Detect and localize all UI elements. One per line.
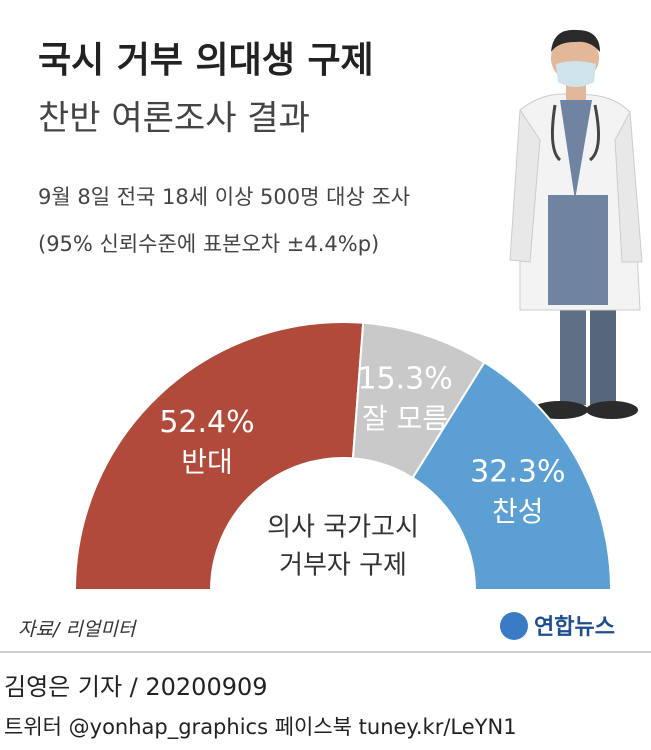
category-label: 찬성 bbox=[492, 495, 544, 528]
center-label: 의사 국가고시 bbox=[267, 513, 419, 543]
value-label: 15.3% bbox=[357, 361, 452, 396]
center-label: 거부자 구제 bbox=[279, 551, 407, 581]
note: (95% 신뢰수준에 표본오차 ±4.4%p) bbox=[38, 232, 379, 256]
logo: 연합뉴스 bbox=[534, 614, 615, 640]
byline: 김영은 기자 / 20200909 bbox=[4, 673, 268, 701]
logo-icon bbox=[500, 612, 528, 640]
category-label: 잘 모름 bbox=[362, 402, 448, 435]
subtitle: 찬반 여론조사 결과 bbox=[38, 99, 310, 139]
value-label: 52.4% bbox=[159, 405, 254, 440]
category-label: 반대 bbox=[181, 445, 233, 478]
semi-donut: 52.4% 반대 15.3% 잘 모름 32.3% 찬성 bbox=[73, 321, 613, 591]
source: 자료/ 리얼미터 bbox=[18, 619, 138, 641]
wedge bbox=[73, 321, 365, 591]
doctor-illustration bbox=[509, 29, 643, 419]
wedge bbox=[411, 360, 613, 591]
note: 9월 8일 전국 18세 이상 500명 대상 조사 bbox=[38, 185, 410, 209]
value-label: 32.3% bbox=[470, 454, 565, 489]
title: 국시 거부 의대생 구제 bbox=[38, 40, 374, 81]
social: 트위터 @yonhap_graphics 페이스북 tuney.kr/LeYN1 bbox=[4, 715, 517, 740]
